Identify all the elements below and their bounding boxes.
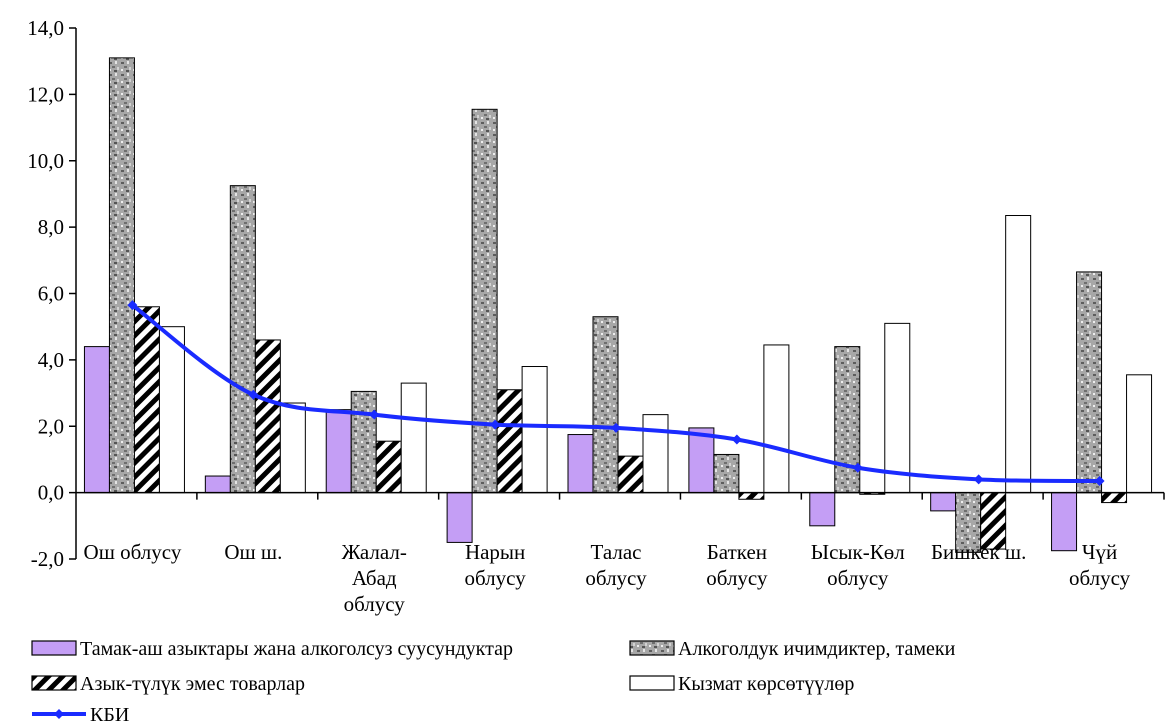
bar-granite-1 [229, 185, 256, 494]
kbi-point-5 [731, 434, 742, 445]
kbi-point-7 [973, 474, 984, 485]
category-label-4: Талас облусу [585, 540, 647, 590]
bar-diagonal-stripes-0 [133, 306, 160, 494]
category-label-3: Нарын облусу [465, 540, 527, 590]
bar-white-8 [1126, 374, 1153, 494]
y-tick-label: 8,0 [38, 215, 64, 239]
bar-white-7 [1005, 215, 1032, 494]
category-label-8: Чүй облусу [1069, 540, 1131, 590]
category-label-7: Бишкек ш. [931, 540, 1026, 564]
legend-swatch-2 [31, 675, 77, 691]
bar-white-6 [884, 322, 911, 494]
bar-solid-lilac-4 [567, 434, 594, 494]
bar-solid-lilac-6 [809, 492, 836, 527]
legend-label-2: Азык-түлүк эмес товарлар [80, 673, 305, 695]
y-tick-label: -2,0 [31, 547, 64, 571]
legend-swatch-0 [31, 640, 77, 656]
y-tick-label: 4,0 [38, 348, 64, 372]
bar-white-4 [642, 414, 669, 494]
y-tick-label: 12,0 [27, 82, 64, 106]
legend-swatch-3 [629, 675, 675, 691]
legend-swatch-1 [629, 640, 675, 656]
bar-white-5 [763, 344, 790, 494]
bar-granite-8 [1076, 271, 1103, 494]
bar-diagonal-stripes-8 [1101, 492, 1128, 504]
kbi-point-8 [1094, 476, 1105, 487]
bar-solid-lilac-2 [325, 409, 352, 494]
bar-diagonal-stripes-4 [617, 455, 644, 494]
bar-white-3 [521, 366, 548, 494]
line-series [127, 300, 1105, 487]
legend-label-0: Тамак-аш азыктары жана алкоголсуз суусун… [80, 638, 513, 660]
kbi-point-4 [611, 422, 621, 433]
bar-solid-lilac-7 [930, 492, 957, 512]
bar-solid-lilac-3 [446, 492, 473, 543]
legend-label-3: Кызмат көрсөтүүлөр [678, 673, 854, 695]
legend-label-4: КБИ [90, 704, 129, 722]
x-axis [76, 491, 1165, 500]
y-axis: -2,0 0,0 2,0 4,0 6,0 8,0 10,0 12,0 14,0 [27, 16, 77, 571]
bar-granite-5 [713, 453, 740, 494]
bar-diagonal-stripes-7 [980, 492, 1007, 550]
bar-diagonal-stripes-3 [496, 389, 523, 494]
bar-diagonal-stripes-5 [738, 492, 765, 500]
bar-white-2 [400, 382, 427, 494]
bar-granite-3 [471, 108, 498, 494]
legend-marker-4 [54, 709, 64, 719]
y-tick-label: 14,0 [27, 16, 64, 40]
y-tick-label: 10,0 [27, 149, 64, 173]
category-label-5: Баткен облусу [706, 540, 768, 590]
legend: Тамак-аш азыктары жана алкоголсуз суусун… [31, 638, 956, 722]
kbi-point-6 [852, 462, 863, 473]
bar-solid-lilac-0 [83, 346, 110, 494]
legend-label-1: Алкоголдук ичимдиктер, тамеки [678, 638, 956, 660]
bar-diagonal-stripes-2 [375, 440, 402, 494]
kbi-point-1 [248, 389, 259, 400]
bar-solid-lilac-5 [688, 427, 715, 494]
y-tick-label: 0,0 [38, 481, 64, 505]
bar-white-1 [279, 402, 306, 494]
y-tick-label: 6,0 [38, 282, 64, 306]
bar-solid-lilac-1 [204, 475, 231, 494]
category-labels: Ош облусу Ош ш. Жалал-Абад облусу Нарын облус… [84, 540, 1131, 616]
bar-diagonal-stripes-1 [254, 339, 281, 494]
y-tick-label: 2,0 [38, 414, 64, 438]
bar-granite-2 [350, 390, 377, 494]
kbi-point-3 [490, 419, 501, 430]
kbi-point-2 [369, 409, 380, 420]
kbi-point-0 [127, 300, 138, 311]
bar-white-0 [158, 326, 185, 494]
bar-granite-4 [592, 316, 619, 494]
category-label-6: Ысык-Көл облусу [811, 540, 905, 590]
bar-solid-lilac-8 [1051, 492, 1078, 552]
category-label-1: Ош ш. [224, 540, 282, 564]
category-label-2: Жалал-Абад облусу [342, 540, 407, 616]
bar-granite-0 [108, 57, 135, 494]
category-label-0: Ош облусу [84, 540, 182, 564]
